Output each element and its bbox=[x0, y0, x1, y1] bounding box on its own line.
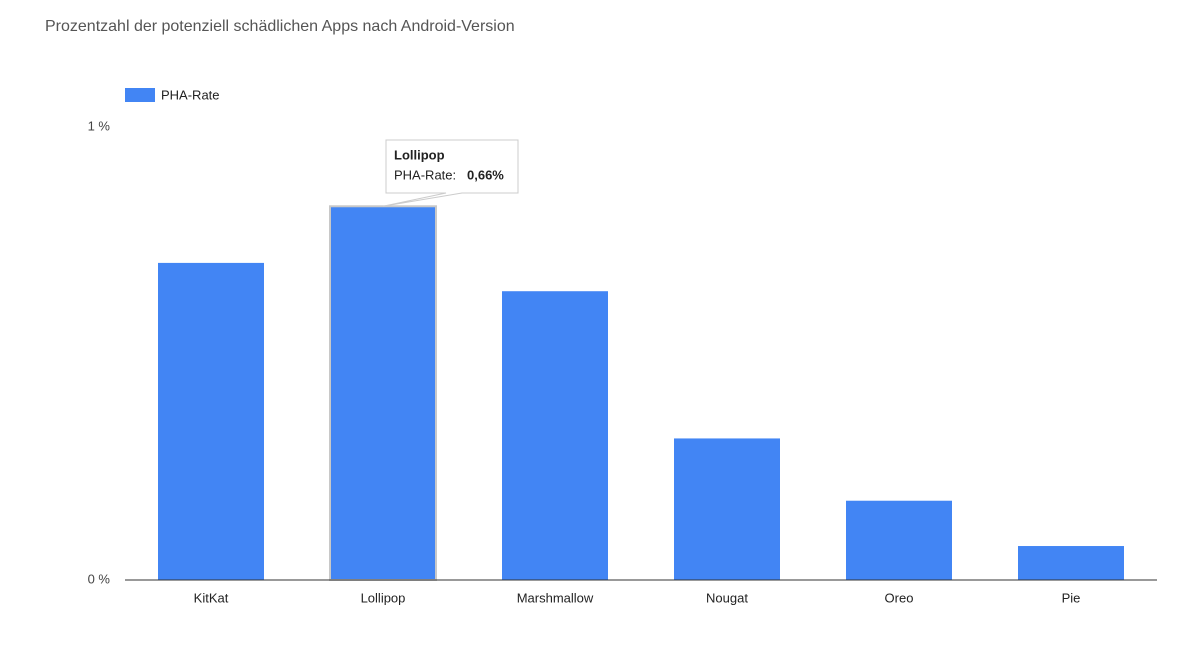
bar bbox=[846, 500, 952, 580]
tooltip-title: Lollipop bbox=[394, 147, 445, 162]
tooltip: Lollipop PHA-Rate: 0,66% bbox=[382, 139, 519, 207]
x-tick-label: Nougat bbox=[706, 590, 748, 605]
tooltip-label: PHA-Rate: bbox=[394, 167, 456, 182]
y-tick-label: 1 % bbox=[88, 118, 111, 133]
x-tick-label: Lollipop bbox=[361, 590, 406, 605]
bar bbox=[674, 438, 780, 580]
x-tick-label: Marshmallow bbox=[517, 590, 594, 605]
bar bbox=[502, 291, 608, 580]
legend-swatch bbox=[125, 88, 155, 102]
x-tick-label: Pie bbox=[1062, 590, 1081, 605]
x-tick-label: Oreo bbox=[885, 590, 914, 605]
tooltip-box bbox=[382, 139, 519, 207]
tooltip-value: 0,66% bbox=[467, 167, 504, 182]
bar bbox=[1018, 546, 1124, 580]
legend-label: PHA-Rate bbox=[161, 87, 220, 102]
y-tick-label: 0 % bbox=[88, 571, 111, 586]
x-tick-label: KitKat bbox=[194, 590, 229, 605]
bar bbox=[158, 262, 264, 580]
chart-title: Prozentzahl der potenziell schädlichen A… bbox=[45, 18, 515, 35]
bar bbox=[329, 205, 437, 581]
